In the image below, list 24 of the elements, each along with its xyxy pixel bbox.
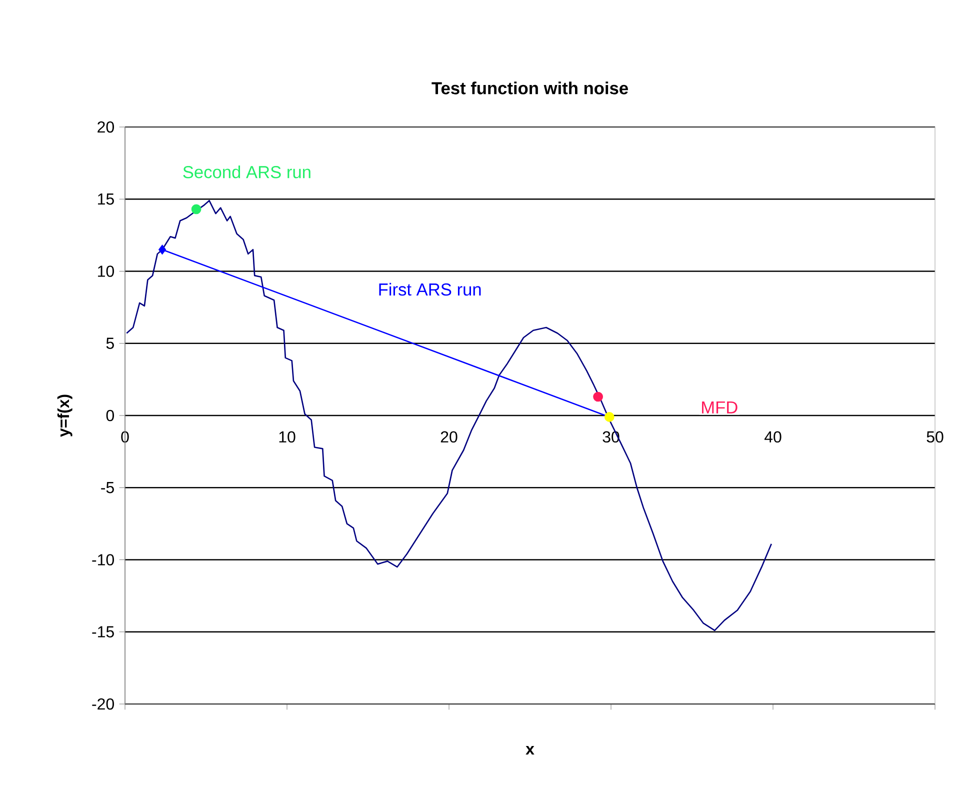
series-label: Second ARS run [183,166,310,178]
x-tick-label: 20 [440,431,458,443]
y-tick-label: -15 [92,626,114,638]
y-axis-title: y=f(x) [57,394,72,437]
x-axis-title: x [526,746,534,754]
x-tick-label: 50 [926,431,944,443]
x-tick-label: 40 [764,431,782,443]
y-tick-label: 10 [98,266,114,277]
y-tick-label: -5 [101,482,114,494]
y-tick-label: 15 [98,194,114,205]
y-tick-label: 20 [98,121,114,133]
point [191,204,202,214]
y-tick-label: -20 [92,698,114,710]
y-tick-label: 5 [106,338,114,349]
text: MFD [702,401,738,414]
point [158,244,166,255]
y-tick-label: -10 [92,554,114,566]
chart-title: Test function with noise [432,82,628,94]
point [593,392,603,402]
x-tick-label: 0 [121,431,129,443]
x-tick-label: 10 [279,431,296,443]
series-label: First ARS run [379,282,481,296]
y-tick-label: 0 [106,410,114,422]
point [604,412,614,422]
